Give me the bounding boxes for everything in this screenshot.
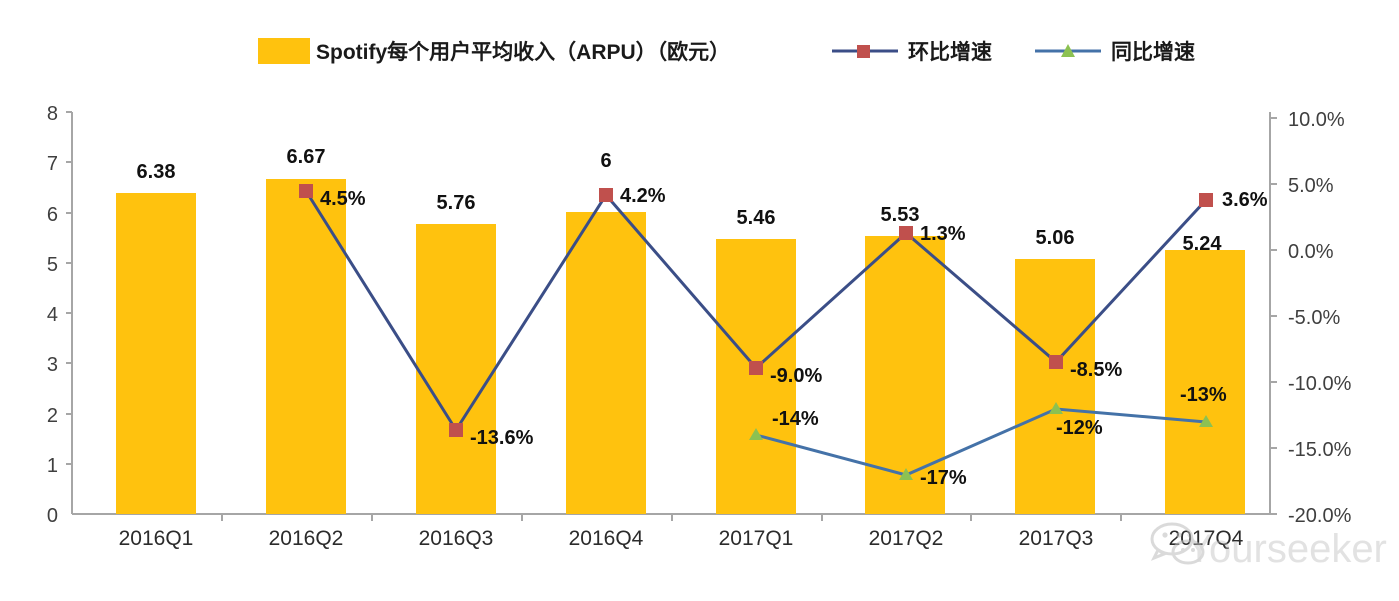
- qoq-marker-2017q3: [1049, 355, 1063, 369]
- bar-value-labels: 6.38 6.67 5.76 6 5.46 5.53 5.06 5.24: [137, 146, 1223, 255]
- qoq-label-2017q4: 3.6%: [1222, 189, 1268, 211]
- yoy-marker-2017q2: [899, 468, 913, 480]
- bar-2016q4: [566, 212, 646, 514]
- qoq-marker-2016q3: [449, 423, 463, 437]
- qoq-value-labels: 4.5% -13.6% 4.2% -9.0% 1.3% -8.5% 3.6%: [320, 185, 1268, 449]
- left-tick-2: 2: [47, 405, 58, 427]
- bar-label-2016q2: 6.67: [287, 146, 326, 168]
- yoy-label-2017q1: -14%: [772, 408, 819, 430]
- qoq-marker-2017q1: [749, 361, 763, 375]
- watermark-text: Yourseeker: [1186, 527, 1387, 571]
- cat-label-2017q3: 2017Q3: [1019, 527, 1094, 550]
- qoq-label-2017q1: -9.0%: [770, 365, 822, 387]
- qoq-marker-2016q4: [599, 188, 613, 202]
- right-tick-neg20: -20.0%: [1288, 505, 1352, 527]
- right-axis: 10.0% 5.0% 0.0% -5.0% -10.0% -15.0% -20.…: [1269, 109, 1352, 527]
- yoy-label-2017q2: -17%: [920, 467, 967, 489]
- yoy-value-labels: -14% -17% -12% -13%: [772, 384, 1227, 489]
- bar-label-2016q1: 6.38: [137, 161, 176, 183]
- qoq-label-2017q3: -8.5%: [1070, 359, 1122, 381]
- left-tick-5: 5: [47, 254, 58, 276]
- wechat-icon: [1150, 522, 1205, 565]
- bar-label-2017q1: 5.46: [737, 207, 776, 229]
- right-tick-0: 0.0%: [1288, 241, 1334, 263]
- bar-label-2016q3: 5.76: [437, 192, 476, 214]
- cat-label-2017q2: 2017Q2: [869, 527, 944, 550]
- yoy-polyline: [755, 407, 1207, 477]
- bar-2017q1: [716, 239, 796, 514]
- yoy-marker-2017q3: [1049, 402, 1063, 414]
- bar-2016q3: [416, 224, 496, 514]
- legend-label-arpu: Spotify每个用户平均收入（ARPU）（欧元）: [316, 40, 730, 64]
- yoy-marker-2017q4: [1199, 415, 1213, 427]
- left-tick-8: 8: [47, 103, 58, 125]
- qoq-marker-2016q2: [299, 184, 313, 198]
- right-tick-neg5: -5.0%: [1288, 307, 1340, 329]
- right-tick-neg10: -10.0%: [1288, 373, 1352, 395]
- cat-label-2016q2: 2016Q2: [269, 527, 344, 550]
- legend-marker-qoq: [857, 45, 870, 58]
- left-tick-1: 1: [47, 455, 58, 477]
- bar-label-2017q2: 5.53: [881, 204, 920, 226]
- qoq-label-2016q2: 4.5%: [320, 188, 366, 210]
- left-tick-7: 7: [47, 153, 58, 175]
- x-axis-ticks: [221, 514, 1122, 521]
- legend-swatch-arpu: [258, 38, 310, 64]
- right-tick-10: 10.0%: [1288, 109, 1345, 131]
- yoy-label-2017q3: -12%: [1056, 417, 1103, 439]
- cat-label-2016q4: 2016Q4: [569, 527, 644, 550]
- right-tick-5: 5.0%: [1288, 175, 1334, 197]
- line-series-qoq: [299, 184, 1213, 437]
- chart-legend: Spotify每个用户平均收入（ARPU）（欧元） 环比增速 同比增速: [258, 38, 1195, 64]
- bar-2017q3: [1015, 259, 1095, 514]
- legend-marker-yoy: [1061, 44, 1075, 57]
- qoq-label-2016q3: -13.6%: [470, 427, 534, 449]
- left-tick-4: 4: [47, 304, 58, 326]
- watermark: Yourseeker: [1150, 522, 1387, 571]
- yoy-label-2017q4: -13%: [1180, 384, 1227, 406]
- qoq-label-2016q4: 4.2%: [620, 185, 666, 207]
- left-tick-3: 3: [47, 354, 58, 376]
- qoq-marker-2017q4: [1199, 193, 1213, 207]
- left-tick-6: 6: [47, 204, 58, 226]
- legend-label-qoq: 环比增速: [908, 40, 992, 64]
- x-axis-category-labels: 2016Q1 2016Q2 2016Q3 2016Q4 2017Q1 2017Q…: [119, 527, 1244, 550]
- bar-2016q2: [266, 179, 346, 514]
- bar-2016q1: [116, 193, 196, 514]
- qoq-marker-2017q2: [899, 226, 913, 240]
- right-tick-neg15: -15.0%: [1288, 439, 1352, 461]
- line-series-yoy: [749, 402, 1213, 480]
- bar-2017q4: [1165, 250, 1245, 514]
- bar-label-2016q4: 6: [600, 150, 611, 172]
- bar-label-2017q4: 5.24: [1183, 233, 1223, 255]
- cat-label-2017q1: 2017Q1: [719, 527, 794, 550]
- qoq-label-2017q2: 1.3%: [920, 223, 966, 245]
- left-tick-0: 0: [47, 505, 58, 527]
- cat-label-2016q1: 2016Q1: [119, 527, 194, 550]
- yoy-marker-2017q1: [749, 428, 763, 440]
- bar-label-2017q3: 5.06: [1036, 227, 1075, 249]
- cat-label-2017q4: 2017Q4: [1169, 527, 1244, 550]
- legend-label-yoy: 同比增速: [1111, 40, 1195, 64]
- cat-label-2016q3: 2016Q3: [419, 527, 494, 550]
- bar-series-arpu: [116, 179, 1245, 514]
